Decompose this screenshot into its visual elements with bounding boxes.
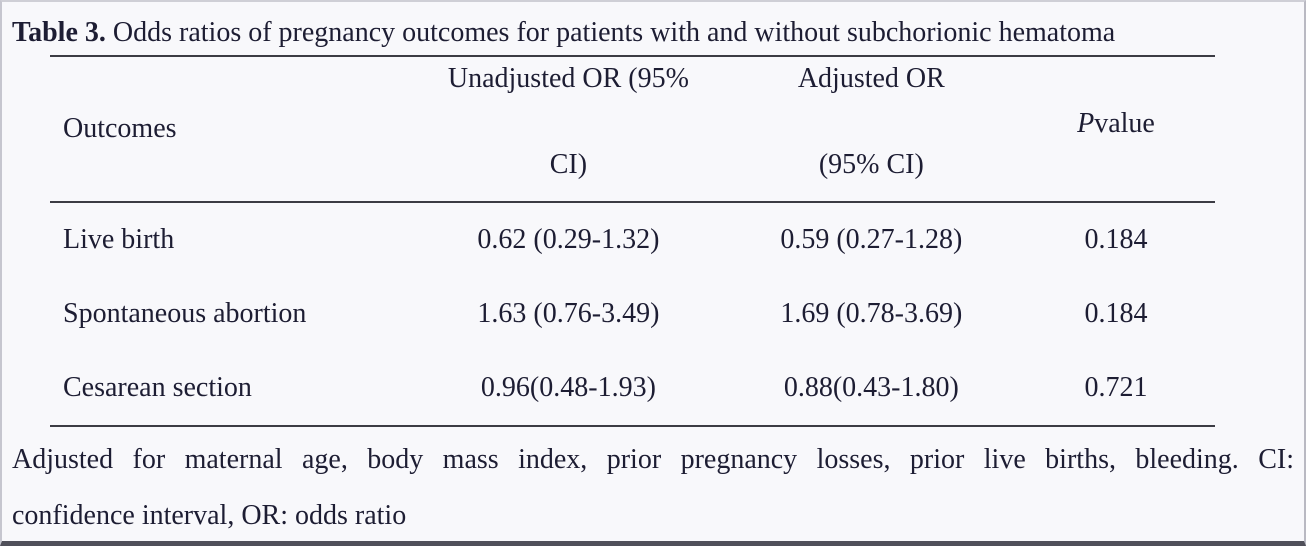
table-row: Cesarean section 0.96(0.48-1.93) 0.88(0.…: [50, 351, 1215, 425]
adjusted-or-line1: Adjusted OR: [797, 63, 945, 94]
cell-outcome: Live birth: [63, 224, 175, 255]
cell-unadjusted-or: 0.62 (0.29-1.32): [477, 224, 660, 255]
table-rule-bottom: [50, 425, 1215, 427]
table-header-row: Outcomes Unadjusted OR (95% CI) Adjusted…: [50, 57, 1215, 201]
p-value-italic-p: P: [1077, 108, 1095, 139]
table-rule-header-bottom: [50, 201, 1215, 203]
table-caption: Table 3. Odds ratios of pregnancy outcom…: [2, 2, 1304, 51]
table-caption-label: Table 3.: [12, 17, 106, 48]
cell-p-value: 0.184: [1084, 298, 1148, 329]
cell-adjusted-or: 0.88(0.43-1.80): [783, 372, 959, 403]
cell-unadjusted-or: 1.63 (0.76-3.49): [477, 298, 660, 329]
adjusted-or-line2: (95% CI): [818, 149, 924, 180]
column-header-unadjusted-or: Unadjusted OR (95% CI): [411, 57, 726, 201]
p-value-rest: value: [1094, 108, 1155, 139]
table-row: Live birth 0.62 (0.29-1.32) 0.59 (0.27-1…: [50, 203, 1215, 277]
table-rule-top: [50, 55, 1215, 57]
cell-outcome: Spontaneous abortion: [63, 298, 307, 329]
unadjusted-or-line2: CI): [549, 149, 588, 180]
table-caption-text: Odds ratios of pregnancy outcomes for pa…: [105, 17, 1116, 48]
table-footnote: Adjusted for maternal age, body mass ind…: [2, 427, 1304, 532]
cell-p-value: 0.721: [1084, 372, 1148, 403]
column-header-adjusted-or: Adjusted OR (95% CI): [726, 57, 1017, 201]
cell-outcome: Cesarean section: [63, 372, 252, 403]
cell-adjusted-or: 0.59 (0.27-1.28): [780, 224, 963, 255]
cell-unadjusted-or: 0.96(0.48-1.93): [480, 372, 656, 403]
unadjusted-or-line1: Unadjusted OR (95%: [447, 63, 689, 94]
table-row: Spontaneous abortion 1.63 (0.76-3.49) 1.…: [50, 277, 1215, 351]
footnote-line1: Adjusted for maternal age, body mass ind…: [12, 444, 1294, 475]
column-header-p-value: P value: [1017, 57, 1215, 201]
column-header-outcomes: Outcomes: [63, 113, 177, 144]
cell-p-value: 0.184: [1084, 224, 1148, 255]
cell-adjusted-or: 1.69 (0.78-3.69): [780, 298, 963, 329]
footnote-line2: confidence interval, OR: odds ratio: [12, 500, 407, 531]
odds-ratio-table: Outcomes Unadjusted OR (95% CI) Adjusted…: [50, 55, 1215, 427]
